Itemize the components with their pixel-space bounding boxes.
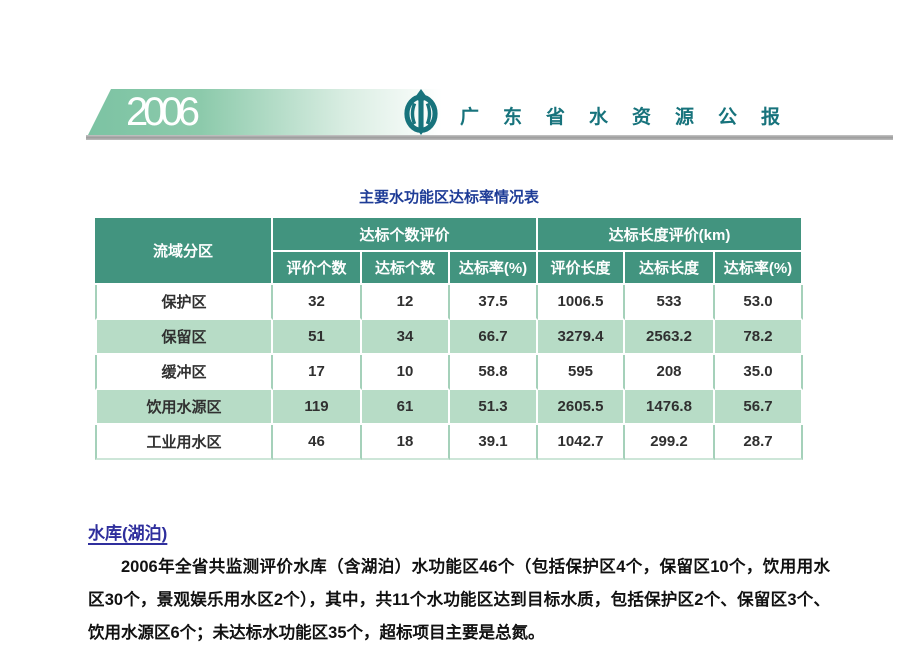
header-pass-rate-length: 达标率(%)	[715, 252, 804, 285]
table-cell: 46	[273, 425, 362, 460]
table-row: 饮用水源区 119 61 51.3 2605.5 1476.8 56.7	[95, 390, 804, 425]
table-cell: 595	[538, 355, 625, 390]
table-cell: 32	[273, 285, 362, 320]
row-label: 工业用水区	[95, 425, 273, 460]
table-cell: 28.7	[715, 425, 804, 460]
table-row: 保护区 32 12 37.5 1006.5 533 53.0	[95, 285, 804, 320]
table-cell: 51	[273, 320, 362, 355]
table-cell: 299.2	[625, 425, 715, 460]
table-header-group-row: 流域分区 达标个数评价 达标长度评价(km)	[95, 218, 804, 285]
table-cell: 18	[362, 425, 450, 460]
table-cell: 2563.2	[625, 320, 715, 355]
table-cell: 56.7	[715, 390, 804, 425]
table-cell: 39.1	[450, 425, 538, 460]
table-cell: 34	[362, 320, 450, 355]
table-header-sub-row: 评价个数 达标个数 达标率(%) 评价长度 达标长度 达标率(%)	[95, 252, 804, 285]
header-group-length: 达标长度评价(km)	[538, 218, 804, 252]
table-cell: 17	[273, 355, 362, 390]
water-conservancy-logo-icon	[404, 89, 438, 135]
table-row: 缓冲区 17 10 58.8 595 208 35.0	[95, 355, 804, 390]
header-group-count: 达标个数评价	[273, 218, 538, 252]
table-cell: 3279.4	[538, 320, 625, 355]
table-cell: 10	[362, 355, 450, 390]
header-banner	[88, 89, 893, 135]
table-cell: 12	[362, 285, 450, 320]
header-divider	[86, 135, 893, 140]
table-cell: 37.5	[450, 285, 538, 320]
table-title: 主要水功能区达标率情况表	[358, 189, 539, 206]
section-heading-reservoir: 水库(湖泊)	[88, 524, 168, 543]
table-cell: 51.3	[450, 390, 538, 425]
table-cell: 1042.7	[538, 425, 625, 460]
table-row: 工业用水区 46 18 39.1 1042.7 299.2 28.7	[95, 425, 804, 460]
body-paragraph: 2006年全省共监测评价水库（含湖泊）水功能区46个（包括保护区4个，保留区10…	[88, 558, 830, 642]
row-label: 保留区	[95, 320, 273, 355]
table-cell: 66.7	[450, 320, 538, 355]
table-cell: 53.0	[715, 285, 804, 320]
table-cell: 35.0	[715, 355, 804, 390]
table-cell: 1476.8	[625, 390, 715, 425]
header-eval-length: 评价长度	[538, 252, 625, 285]
table-cell: 119	[273, 390, 362, 425]
header-eval-count: 评价个数	[273, 252, 362, 285]
table-cell: 61	[362, 390, 450, 425]
table-cell: 208	[625, 355, 715, 390]
compliance-table: 流域分区 达标个数评价 达标长度评价(km) 评价个数 达标个数 达标率(%) …	[95, 218, 804, 460]
header-pass-length: 达标长度	[625, 252, 715, 285]
header-basin: 流域分区	[95, 218, 273, 285]
table-cell: 78.2	[715, 320, 804, 355]
row-label: 保护区	[95, 285, 273, 320]
table-cell: 2605.5	[538, 390, 625, 425]
row-label: 缓冲区	[95, 355, 273, 390]
bulletin-title: 广东省水资源公报	[460, 107, 805, 128]
table-cell: 1006.5	[538, 285, 625, 320]
year-text: 2006	[126, 90, 200, 134]
header-pass-rate-count: 达标率(%)	[450, 252, 538, 285]
row-label: 饮用水源区	[95, 390, 273, 425]
table-cell: 58.8	[450, 355, 538, 390]
table-row: 保留区 51 34 66.7 3279.4 2563.2 78.2	[95, 320, 804, 355]
table-cell: 533	[625, 285, 715, 320]
header-pass-count: 达标个数	[362, 252, 450, 285]
